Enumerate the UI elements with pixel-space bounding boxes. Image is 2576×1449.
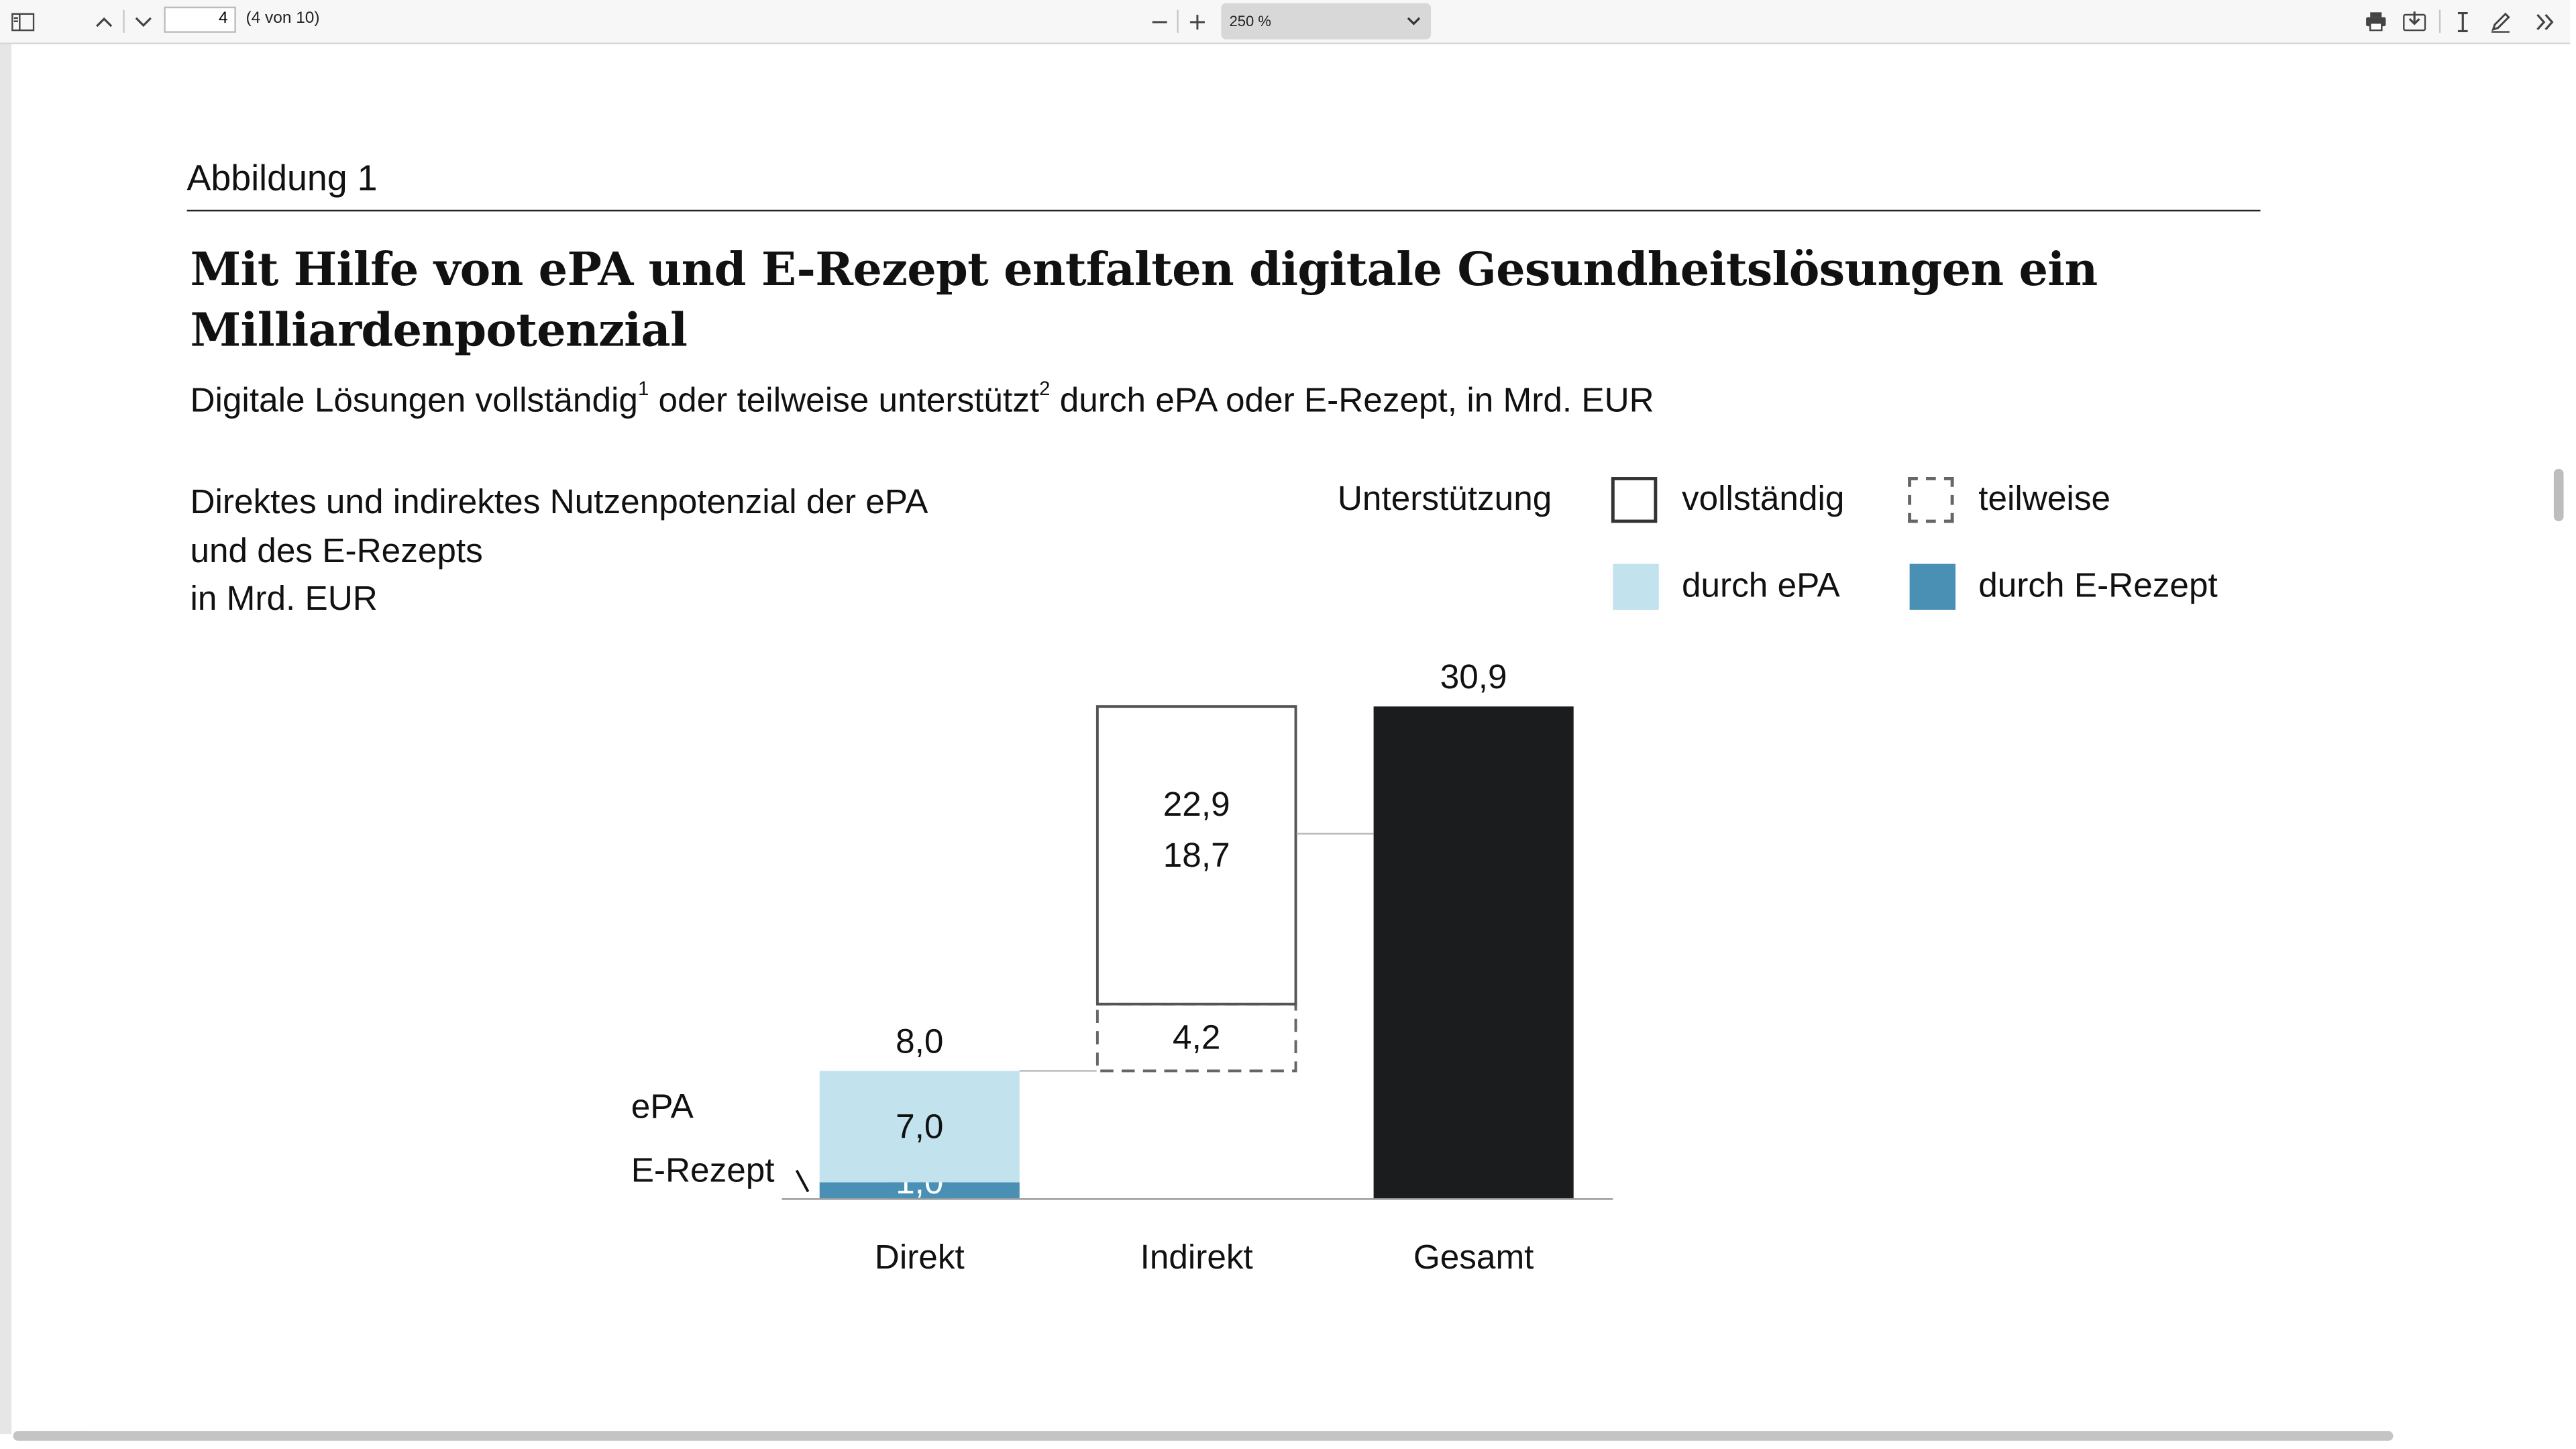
footnote-ref-1[interactable]: 1 [637, 376, 649, 400]
page-count: (4 von 10) [246, 9, 320, 28]
sidebar-toggle-icon[interactable] [10, 7, 36, 36]
figure-subtitle: Digitale Lösungen vollständig1 oder teil… [190, 376, 1654, 421]
legend-erezept: durch E-Rezept [1978, 567, 2218, 605]
bar-total [1373, 706, 1574, 1199]
chart-heading-line: Direktes und indirektes Nutzenpotenzial … [190, 483, 928, 522]
print-icon[interactable] [2362, 7, 2388, 36]
zoom-out-icon[interactable] [1147, 7, 1170, 36]
legend-swatch-partial [1908, 477, 1954, 523]
data-label-epa: 7,0 [896, 1108, 943, 1146]
text-cursor-icon[interactable] [2451, 7, 2473, 36]
draw-icon[interactable] [2487, 7, 2513, 36]
side-label-pointer [795, 1169, 810, 1193]
save-icon[interactable] [2402, 7, 2428, 36]
header-rule [186, 209, 2261, 212]
more-tools-icon[interactable] [2532, 7, 2559, 36]
chevron-up-icon[interactable] [92, 7, 115, 36]
chart-heading-line: in Mrd. EUR [190, 580, 378, 619]
horizontal-scrollbar-thumb[interactable] [13, 1431, 2394, 1441]
zoom-in-icon[interactable] [1185, 7, 1208, 36]
legend-support-label: Unterstützung [1337, 480, 1552, 519]
legend-full: vollständig [1681, 480, 1845, 519]
page-left-edge [0, 44, 12, 1435]
data-label-full: 18,7 [1163, 836, 1230, 874]
data-label-total: 30,9 [1440, 657, 1507, 696]
category-label: Indirekt [1140, 1238, 1253, 1276]
viewer-toolbar: 4 (4 von 10) 250 % [0, 0, 2571, 44]
subtitle-text-3: durch ePA oder E-Rezept, in Mrd. EUR [1050, 382, 1654, 420]
chevron-down-icon[interactable] [131, 7, 154, 36]
footnote-ref-2[interactable]: 2 [1039, 376, 1051, 400]
figure-title: Mit Hilfe von ePA und E-Rezept entfalten… [190, 242, 2098, 358]
data-label-total: 8,0 [896, 1022, 943, 1060]
bar-segment-epa [819, 1071, 1020, 1183]
side-label-erezept: E-Rezept [631, 1151, 775, 1189]
page-number-input[interactable]: 4 [164, 6, 236, 33]
toolbar-divider [2438, 9, 2441, 33]
subtitle-text-2: oder teilweise unterstützt [649, 382, 1040, 420]
toolbar-divider [1177, 9, 1179, 33]
chart-heading-line: und des E-Rezepts [190, 531, 483, 570]
figure-label: Abbildung 1 [186, 157, 378, 199]
legend-swatch-epa [1613, 564, 1659, 610]
legend-swatch-full [1611, 477, 1658, 523]
legend-swatch-erezept [1909, 564, 1956, 610]
toolbar-divider [123, 9, 125, 33]
data-label-partial: 4,2 [1173, 1018, 1220, 1057]
legend-epa: durch ePA [1681, 567, 1840, 605]
legend-partial: teilweise [1978, 480, 2111, 519]
category-label: Direkt [875, 1238, 965, 1276]
category-label: Gesamt [1413, 1238, 1534, 1276]
zoom-select[interactable]: 250 % [1221, 3, 1432, 40]
data-label-total: 22,9 [1163, 785, 1230, 823]
chevron-down-icon [1406, 3, 1421, 52]
chart-heading: Direktes und indirektes Nutzenpotenzial … [190, 478, 928, 623]
bar-segment-full [1095, 705, 1297, 1006]
bar-segment-partial [1095, 1002, 1297, 1073]
side-label-epa: ePA [631, 1087, 694, 1125]
subtitle-text-1: Digitale Lösungen vollständig [190, 382, 638, 420]
vertical-scrollbar-thumb[interactable] [2553, 468, 2564, 522]
zoom-value: 250 % [1229, 13, 1271, 30]
